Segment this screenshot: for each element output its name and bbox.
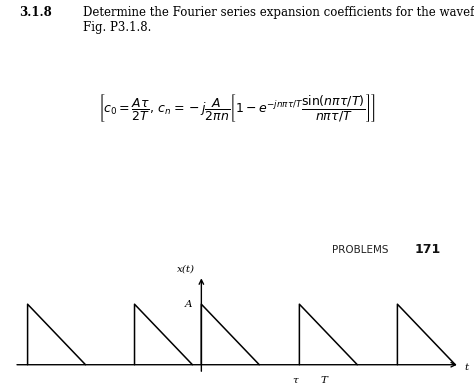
Text: 171: 171	[415, 243, 441, 256]
Text: Determine the Fourier series expansion coefficients for the waveform in
Fig. P3.: Determine the Fourier series expansion c…	[83, 5, 474, 34]
Text: T: T	[320, 376, 328, 385]
Text: PROBLEMS: PROBLEMS	[332, 245, 388, 255]
Text: A: A	[185, 300, 192, 309]
Text: x(t): x(t)	[177, 264, 195, 273]
Text: 3.1.8: 3.1.8	[19, 5, 52, 19]
Text: τ: τ	[292, 376, 298, 385]
Text: $\left[c_0 = \dfrac{A\tau}{2T},\,c_n = -j\dfrac{A}{2\pi n}\left[1 - e^{-jn\pi\ta: $\left[c_0 = \dfrac{A\tau}{2T},\,c_n = -…	[98, 92, 376, 124]
Text: t: t	[464, 362, 468, 372]
